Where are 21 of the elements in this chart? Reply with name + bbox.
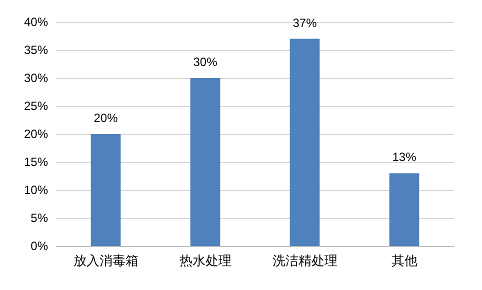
x-tick-label: 洗洁精处理 <box>272 253 338 268</box>
y-tick-label: 0% <box>30 239 48 253</box>
y-tick-label: 5% <box>30 211 48 225</box>
bar <box>290 38 320 246</box>
data-label: 20% <box>94 111 118 125</box>
y-tick-label: 10% <box>24 183 48 197</box>
bar <box>190 78 220 246</box>
data-label: 13% <box>392 150 417 164</box>
data-label: 37% <box>292 16 318 30</box>
bar <box>90 134 121 246</box>
y-tick-label: 25% <box>24 99 48 113</box>
y-tick-label: 20% <box>24 127 48 141</box>
y-tick-label: 40% <box>24 15 48 29</box>
x-tick-label: 其他 <box>391 253 418 268</box>
y-tick-label: 35% <box>24 43 48 57</box>
x-tick-label: 放入消毒箱 <box>73 253 138 268</box>
bar <box>389 173 420 246</box>
x-tick-label: 热水处理 <box>179 253 232 268</box>
data-label: 30% <box>193 55 218 69</box>
y-tick-label: 15% <box>24 155 48 169</box>
y-tick-label: 30% <box>24 71 48 85</box>
